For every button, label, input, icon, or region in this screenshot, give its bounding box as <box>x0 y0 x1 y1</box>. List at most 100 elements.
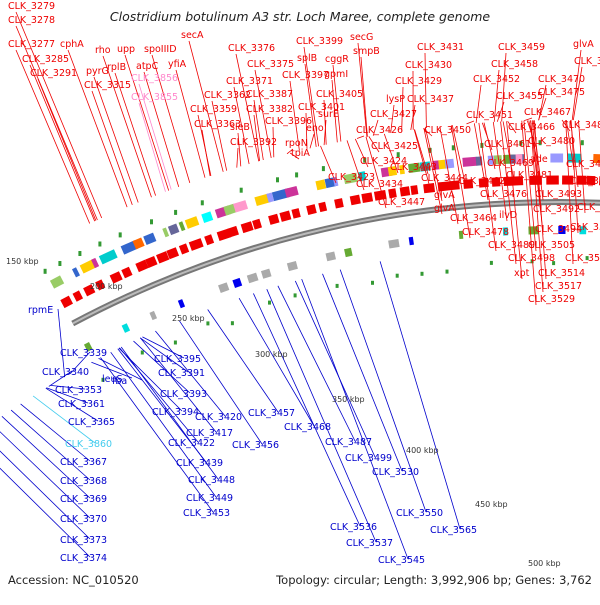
forward-gene-label: CLK_3450 <box>424 125 471 136</box>
forward-gene-label: CLK_3507 <box>577 202 600 213</box>
forward-label-leader <box>139 103 166 192</box>
forward-gene-label: CLK_3375 <box>247 59 294 70</box>
reverse-cds-arrow <box>234 282 241 285</box>
rna-marker <box>201 200 204 205</box>
forward-gene-label: eno <box>306 123 324 134</box>
forward-gene-label: atpC <box>136 61 159 72</box>
rna-marker <box>58 261 61 266</box>
rna-marker <box>98 242 101 247</box>
forward-gene-label: CLK_3478 <box>462 227 509 238</box>
forward-gene-label: CLK_3452 <box>473 74 520 85</box>
forward-gene-label: secA <box>181 30 204 41</box>
forward-cds-arrow <box>411 190 418 191</box>
forward-cds-arrow <box>504 181 515 182</box>
forward-gene-label: CLK_3376 <box>228 43 275 54</box>
forward-gene-label: CLK_3495 <box>566 159 600 170</box>
forward-gene-label: CLK_3493 <box>535 189 582 200</box>
reverse-gene-label: CLK_3536 <box>330 522 377 533</box>
cog-feature-block <box>463 161 477 162</box>
inner-marker <box>371 281 374 285</box>
forward-gene-label: spoIIID <box>144 44 177 55</box>
cog-feature-block <box>93 262 97 264</box>
forward-gene-label: cggR <box>325 54 349 65</box>
forward-cds-arrow <box>181 248 188 251</box>
cog-feature-block <box>268 197 273 199</box>
forward-cds-arrow <box>62 300 71 305</box>
reverse-gene-label: CLK_3391 <box>158 368 205 379</box>
forward-gene-label: gpmI <box>324 69 348 80</box>
rna-marker <box>295 172 298 177</box>
forward-cds-arrow <box>206 239 213 242</box>
forward-gene-label: CLK_3481 <box>506 170 553 181</box>
forward-cds-arrow <box>400 191 409 192</box>
forward-gene-label: upp <box>117 44 135 55</box>
forward-cds-arrow <box>158 255 168 259</box>
forward-gene-label: CLK_3431 <box>417 42 464 53</box>
position-tick-label: 350 kbp <box>332 395 365 404</box>
rna-marker <box>276 177 279 182</box>
forward-gene-label: CLK_3387 <box>246 89 293 100</box>
rna-marker <box>322 166 325 171</box>
forward-gene-label: cphA <box>60 39 84 50</box>
reverse-cds-arrow <box>123 327 128 329</box>
reverse-gene-label: CLK_3545 <box>378 555 425 566</box>
forward-cds-arrow <box>147 260 156 264</box>
forward-gene-label: CLK_3470 <box>538 74 585 85</box>
cog-feature-block <box>101 253 116 260</box>
forward-cds-arrow <box>375 194 386 196</box>
inner-marker <box>396 274 399 278</box>
reverse-gene-label: CLK_3550 <box>396 508 443 519</box>
reverse-gene-label: CLK_3530 <box>372 467 419 478</box>
reverse-gene-label: CLK_3448 <box>188 475 235 486</box>
forward-gene-label: CLK_3514 <box>538 268 585 279</box>
reverse-cds-arrow <box>262 272 270 275</box>
forward-gene-label: CLK_3362 <box>204 90 251 101</box>
reverse-gene-label: CLK_3339 <box>60 348 107 359</box>
forward-gene-label: CLK_3486 <box>562 120 600 131</box>
cog-feature-block <box>164 232 168 233</box>
forward-cds-arrow <box>123 271 131 274</box>
reverse-gene-label: CLK_3422 <box>168 438 215 449</box>
position-tick-label: 250 kbp <box>172 314 205 323</box>
inner-marker <box>206 321 209 325</box>
reverse-cds-arrow <box>179 303 183 305</box>
forward-label-leader <box>357 136 364 139</box>
reverse-cds-arrow <box>248 276 257 279</box>
forward-cds-arrow <box>112 275 121 279</box>
forward-cds-arrow <box>351 199 360 201</box>
cog-feature-block <box>256 198 270 202</box>
position-tick-label: 450 kbp <box>475 500 508 509</box>
forward-gene-label: sleB <box>230 122 250 133</box>
forward-cds-arrow <box>190 242 202 246</box>
forward-gene-label: CLK_3359 <box>190 104 237 115</box>
forward-label-leader <box>467 121 475 124</box>
cog-feature-block <box>316 184 325 186</box>
forward-cds-arrow <box>253 223 260 225</box>
reverse-gene-label: CLK_3374 <box>60 553 107 564</box>
reverse-gene-label: CLK_3370 <box>60 514 107 525</box>
forward-gene-label: CLK_3500 <box>570 176 600 187</box>
reverse-gene-label: CLK_3393 <box>160 389 207 400</box>
forward-label-leader <box>310 134 314 148</box>
reverse-gene-label: fba <box>112 376 127 387</box>
forward-gene-label: CLK_3459 <box>498 42 545 53</box>
forward-gene-label: lysP <box>386 94 405 105</box>
reverse-gene-label: CLK_3340 <box>42 367 89 378</box>
reverse-gene-label: CLK_3468 <box>284 422 331 433</box>
forward-gene-label: CLK_3464 <box>450 213 497 224</box>
reverse-cds-arrow <box>345 252 352 254</box>
forward-gene-label: CLK_3492 <box>533 204 580 215</box>
forward-gene-label: CLK_3397 <box>282 70 329 81</box>
forward-gene-label: CLK_3498 <box>508 253 555 264</box>
forward-cds-arrow <box>307 209 316 211</box>
reverse-gene-label: CLK_3394 <box>152 407 199 418</box>
reverse-gene-label: CLK_3367 <box>60 457 107 468</box>
cog-feature-block <box>180 226 184 227</box>
forward-cds-arrow <box>362 197 372 199</box>
forward-gene-label: CLK_3291 <box>30 68 77 79</box>
forward-gene-label: CLK_3455 <box>496 91 543 102</box>
forward-gene-label: rho <box>95 45 111 56</box>
cog-feature-block <box>170 228 178 231</box>
forward-cds-arrow <box>242 226 252 229</box>
